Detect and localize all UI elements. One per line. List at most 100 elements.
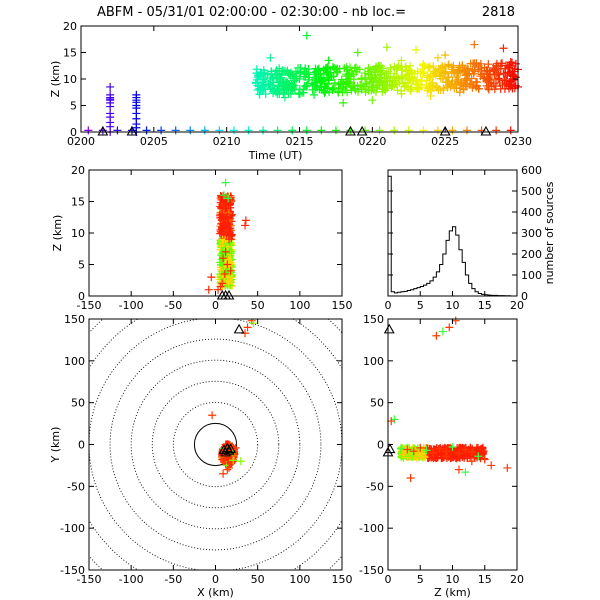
source-point [259, 126, 268, 135]
source-point [499, 44, 508, 53]
source-point [474, 84, 483, 93]
source-point [418, 450, 426, 458]
source-point [469, 450, 477, 458]
source-point [331, 64, 340, 73]
source-point [316, 78, 325, 87]
source-point [443, 444, 451, 452]
source-point [261, 74, 270, 83]
range-ring [193, 422, 238, 467]
source-point [408, 74, 417, 83]
source-point [241, 216, 250, 225]
x-tick-label: -100 [119, 299, 144, 312]
source-point [404, 72, 413, 81]
source-point [249, 319, 258, 328]
source-point [295, 75, 304, 83]
source-point [432, 331, 441, 340]
y-tick-label: 5 [70, 100, 77, 113]
source-point [334, 80, 343, 89]
station-marker [233, 323, 245, 334]
x-tick-label: 0 [385, 299, 392, 312]
source-point [458, 453, 466, 461]
source-point [429, 448, 438, 457]
source-point [106, 102, 115, 111]
y-tick-label: 5 [78, 259, 85, 272]
x-tick-label: -150 [77, 573, 102, 586]
source-point [347, 86, 356, 95]
source-point [470, 67, 479, 76]
source-point [329, 83, 338, 92]
source-point [324, 56, 333, 65]
range-ring [109, 338, 322, 551]
source-point [274, 81, 283, 90]
y-tick-label: 0 [521, 290, 528, 303]
x-tick-label: 5 [417, 573, 424, 586]
y-tick-label: 100 [64, 355, 85, 368]
source-point [325, 88, 334, 97]
range-ring [172, 401, 259, 488]
y-tick-label: -100 [60, 522, 85, 535]
range-ring [89, 319, 342, 570]
source-point [243, 323, 252, 332]
source-point [438, 454, 446, 462]
source-point [229, 126, 238, 135]
height-y-panel: 0 5 10 15 20 -150 -100 -50 0 50 100 150 Z (km) [359, 313, 524, 599]
plot-frame [88, 169, 343, 297]
source-point [375, 61, 384, 70]
source-point [294, 63, 303, 72]
source-point [406, 66, 415, 75]
y-tick-label: 15 [71, 196, 85, 209]
x-tick-label: 20 [510, 299, 524, 312]
source-point [424, 63, 433, 72]
source-point [473, 78, 482, 87]
source-point [378, 85, 387, 94]
y-axis-label: number of sources [543, 181, 556, 284]
x-tick-label: 0210 [213, 135, 241, 148]
source-point [496, 84, 505, 93]
source-point [319, 65, 328, 74]
source-point [448, 126, 457, 135]
source-point [222, 229, 231, 237]
source-point [368, 73, 377, 82]
x-tick-label: 15 [478, 573, 492, 586]
source-point [269, 89, 278, 98]
source-point [492, 61, 501, 70]
y-axis-label: Z (km) [49, 61, 62, 98]
source-point [397, 89, 406, 98]
source-point [438, 74, 447, 83]
source-point [324, 70, 333, 79]
source-point [301, 72, 310, 81]
source-point [422, 446, 431, 455]
source-point [383, 84, 392, 93]
source-point [448, 443, 457, 452]
source-point [386, 63, 395, 72]
source-point [508, 67, 517, 76]
source-point [451, 316, 460, 325]
plan-view-panel: -150 -100 -50 0 50 100 150 -150 -100 -50 0 50 100 150… [49, 313, 353, 599]
x-tick-label: 150 [332, 573, 353, 586]
source-point [255, 90, 264, 99]
x-tick-label: -100 [119, 573, 144, 586]
source-point [426, 71, 435, 80]
source-point [413, 454, 421, 462]
source-point [428, 452, 436, 460]
source-point [506, 77, 515, 86]
source-point [406, 473, 415, 482]
source-point [226, 239, 234, 247]
source-point [350, 81, 359, 90]
source-point [113, 126, 122, 135]
source-point [227, 249, 235, 257]
source-point [263, 69, 272, 78]
station-marker [97, 125, 109, 136]
source-point [480, 455, 489, 464]
source-point [503, 463, 512, 472]
source-point [492, 126, 501, 135]
station-marker [356, 125, 368, 136]
source-point [505, 80, 514, 89]
y-axis-label: Y (km) [49, 427, 62, 464]
source-point [443, 78, 452, 87]
y-tick-label: 20 [63, 20, 77, 33]
source-point [489, 79, 498, 88]
y-tick-label: 500 [521, 185, 542, 198]
y-tick-label: 150 [64, 313, 85, 326]
